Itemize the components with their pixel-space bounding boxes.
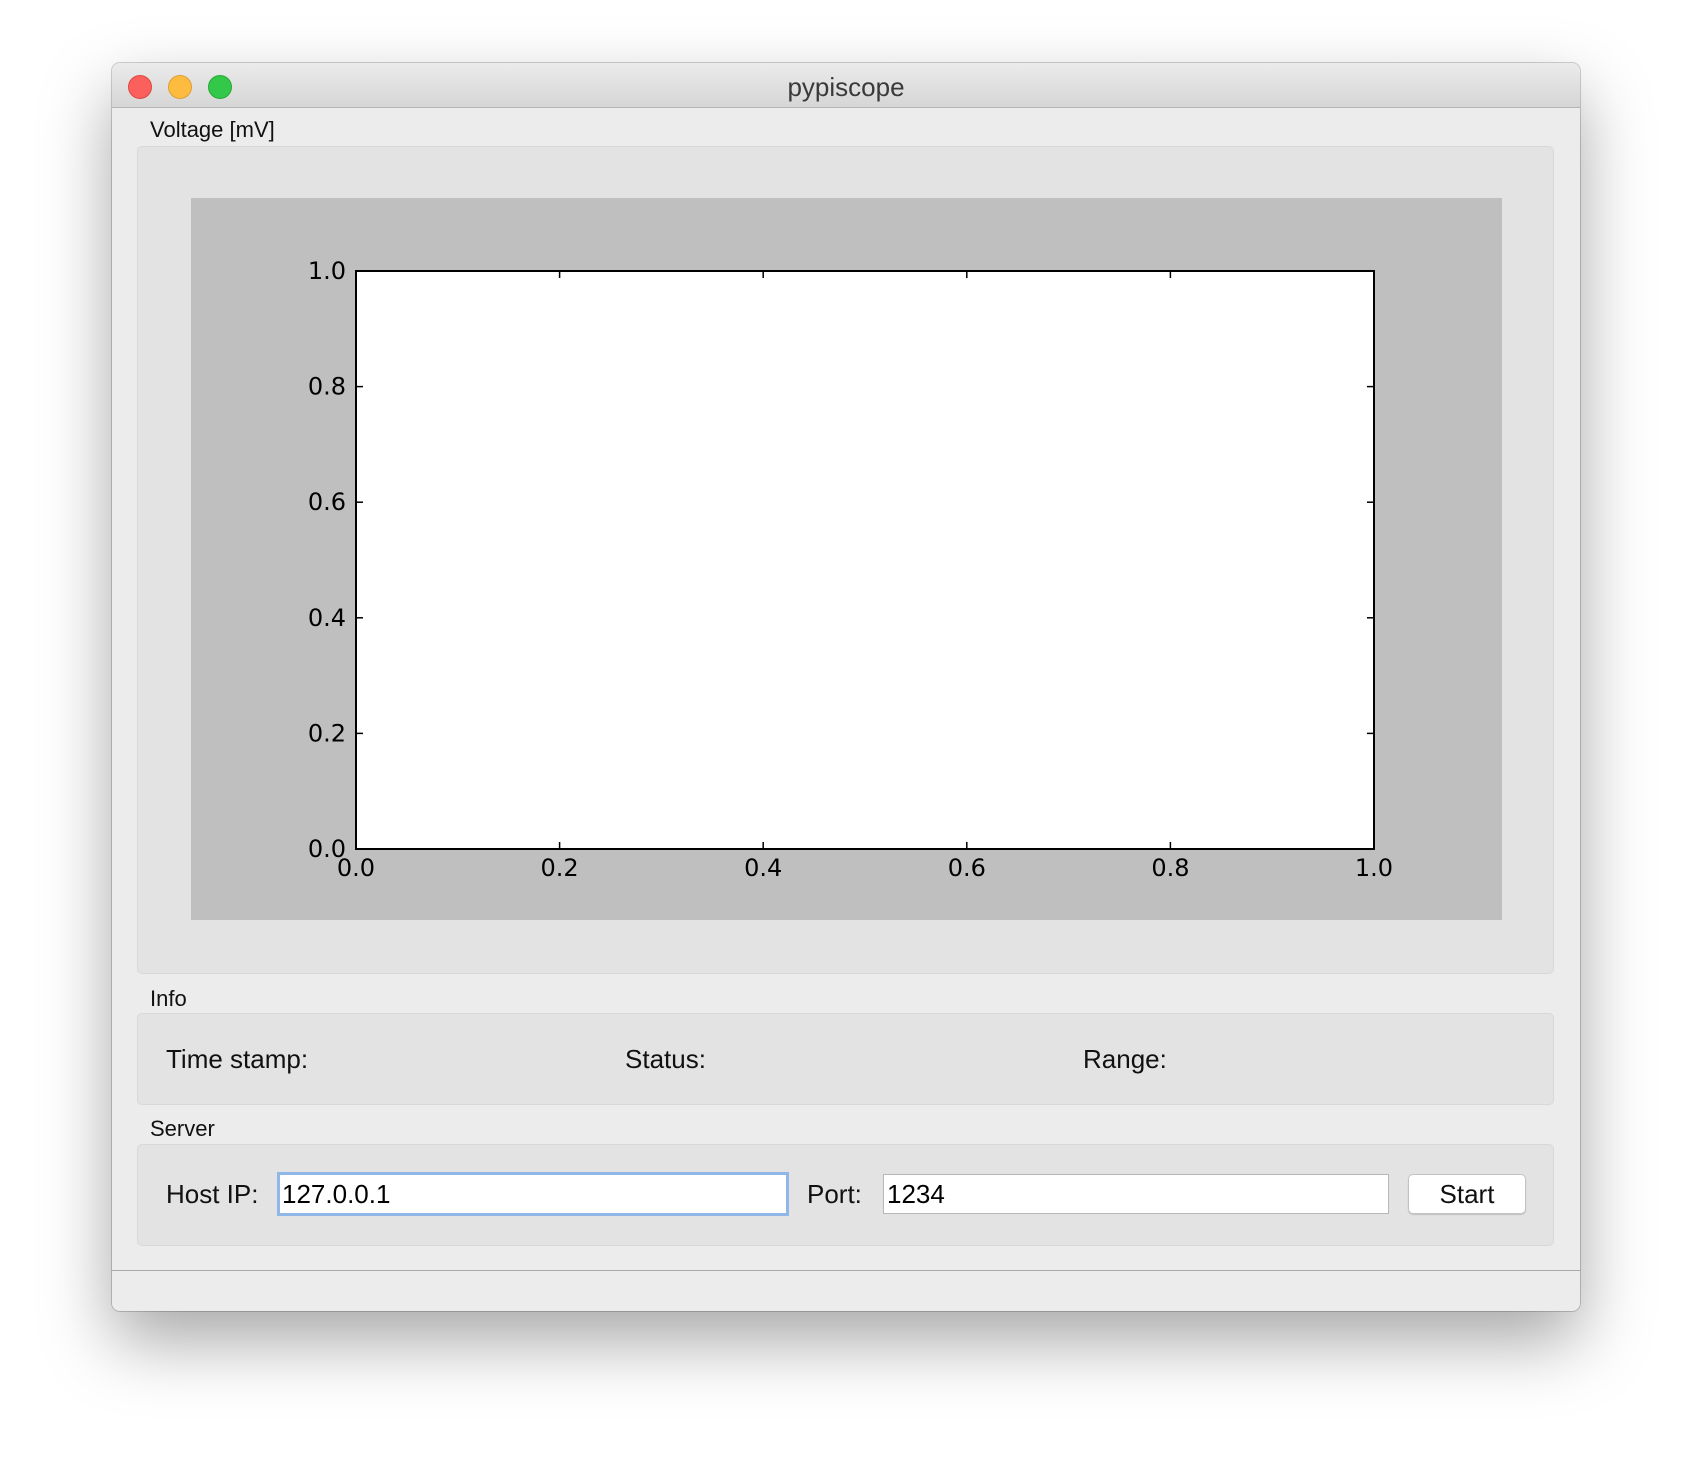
title-bar[interactable]: pypiscope (112, 63, 1580, 108)
y-tick-label: 1.0 (308, 257, 346, 285)
port-label: Port: (807, 1179, 862, 1209)
time-stamp-label: Time stamp: (166, 1044, 309, 1074)
x-tick-label: 0.0 (337, 854, 375, 882)
y-tick-label: 0.6 (308, 488, 346, 516)
zoom-window-button[interactable] (208, 75, 232, 99)
x-tick-label: 1.0 (1355, 854, 1393, 882)
app-window: pypiscope Voltage [mV] 0.0 0.2 0.4 0.6 0.8 1.… (112, 63, 1580, 1311)
minimize-window-button[interactable] (168, 75, 192, 99)
host-ip-input[interactable] (277, 1172, 789, 1216)
status-bar (112, 1270, 1580, 1311)
range-label: Range: (1083, 1044, 1167, 1074)
x-tick-label: 0.8 (1151, 854, 1189, 882)
plot-figure: 0.0 0.2 0.4 0.6 0.8 1.0 0.0 0.2 0.4 0.6 0.8 1.0 (191, 198, 1502, 920)
x-tick-label: 0.4 (744, 854, 782, 882)
y-tick-label: 0.2 (308, 719, 346, 747)
window-title: pypiscope (787, 72, 905, 102)
start-button[interactable]: Start (1408, 1174, 1526, 1214)
plot-axes (355, 270, 1375, 850)
server-group-label: Server (150, 1116, 215, 1141)
x-tick-label: 0.6 (948, 854, 986, 882)
x-tick-label: 0.2 (541, 854, 579, 882)
voltage-group: 0.0 0.2 0.4 0.6 0.8 1.0 0.0 0.2 0.4 0.6 0.8 1.0 (137, 146, 1554, 974)
info-group (137, 1013, 1554, 1105)
y-tick-label: 0.0 (308, 835, 346, 863)
voltage-group-label: Voltage [mV] (150, 117, 275, 142)
info-group-label: Info (150, 986, 187, 1011)
y-tick-label: 0.8 (308, 373, 346, 401)
host-ip-label: Host IP: (166, 1179, 259, 1209)
voltage-chart: 0.0 0.2 0.4 0.6 0.8 1.0 0.0 0.2 0.4 0.6 0.8 1.0 (308, 257, 1393, 882)
status-label: Status: (625, 1044, 706, 1074)
y-tick-label: 0.4 (308, 604, 346, 632)
close-window-button[interactable] (128, 75, 152, 99)
port-input[interactable] (883, 1174, 1389, 1214)
